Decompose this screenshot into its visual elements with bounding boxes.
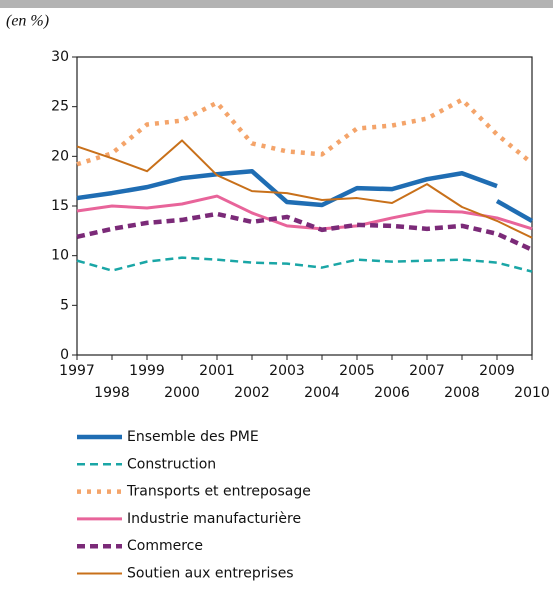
x-tick-label: 2008: [444, 385, 480, 401]
legend-label: Commerce: [127, 538, 203, 554]
x-tick-label: 1999: [129, 363, 165, 379]
y-tick-label: 20: [51, 148, 69, 164]
x-tick-label: 2006: [374, 385, 410, 401]
x-tick-label: 1997: [59, 363, 95, 379]
x-tick-label: 2000: [164, 385, 200, 401]
y-tick-label: 10: [51, 248, 69, 264]
x-tick-label: 2007: [409, 363, 445, 379]
y-axis-label: (en %): [6, 13, 49, 30]
legend-label: Construction: [127, 456, 216, 472]
x-tick-label: 2009: [479, 363, 515, 379]
y-tick-label: 0: [60, 347, 69, 363]
series-line: [76, 139, 533, 239]
y-tick-label: 5: [60, 297, 69, 313]
series-line: [76, 168, 534, 223]
series-line: [76, 256, 533, 273]
series-line: [76, 97, 534, 167]
x-tick-label: 2003: [269, 363, 305, 379]
legend-label: Soutien aux entreprises: [127, 566, 294, 582]
y-tick-label: 25: [51, 99, 69, 115]
y-tick-label: 30: [51, 49, 69, 65]
legend-label: Transports et entreposage: [126, 484, 311, 500]
x-tick-label: 1998: [94, 385, 130, 401]
x-tick-label: 2010: [514, 385, 550, 401]
legend-label: Industrie manufacturière: [127, 511, 301, 527]
series-line: [76, 211, 533, 252]
top-band: [0, 0, 553, 8]
x-tick-label: 2001: [199, 363, 235, 379]
y-tick-label: 15: [51, 198, 69, 214]
series-line: [76, 194, 533, 231]
x-tick-label: 2005: [339, 363, 375, 379]
x-tick-label: 2002: [234, 385, 270, 401]
x-tick-label: 2004: [304, 385, 340, 401]
legend-label: Ensemble des PME: [127, 429, 259, 445]
plot-frame: [76, 56, 533, 356]
